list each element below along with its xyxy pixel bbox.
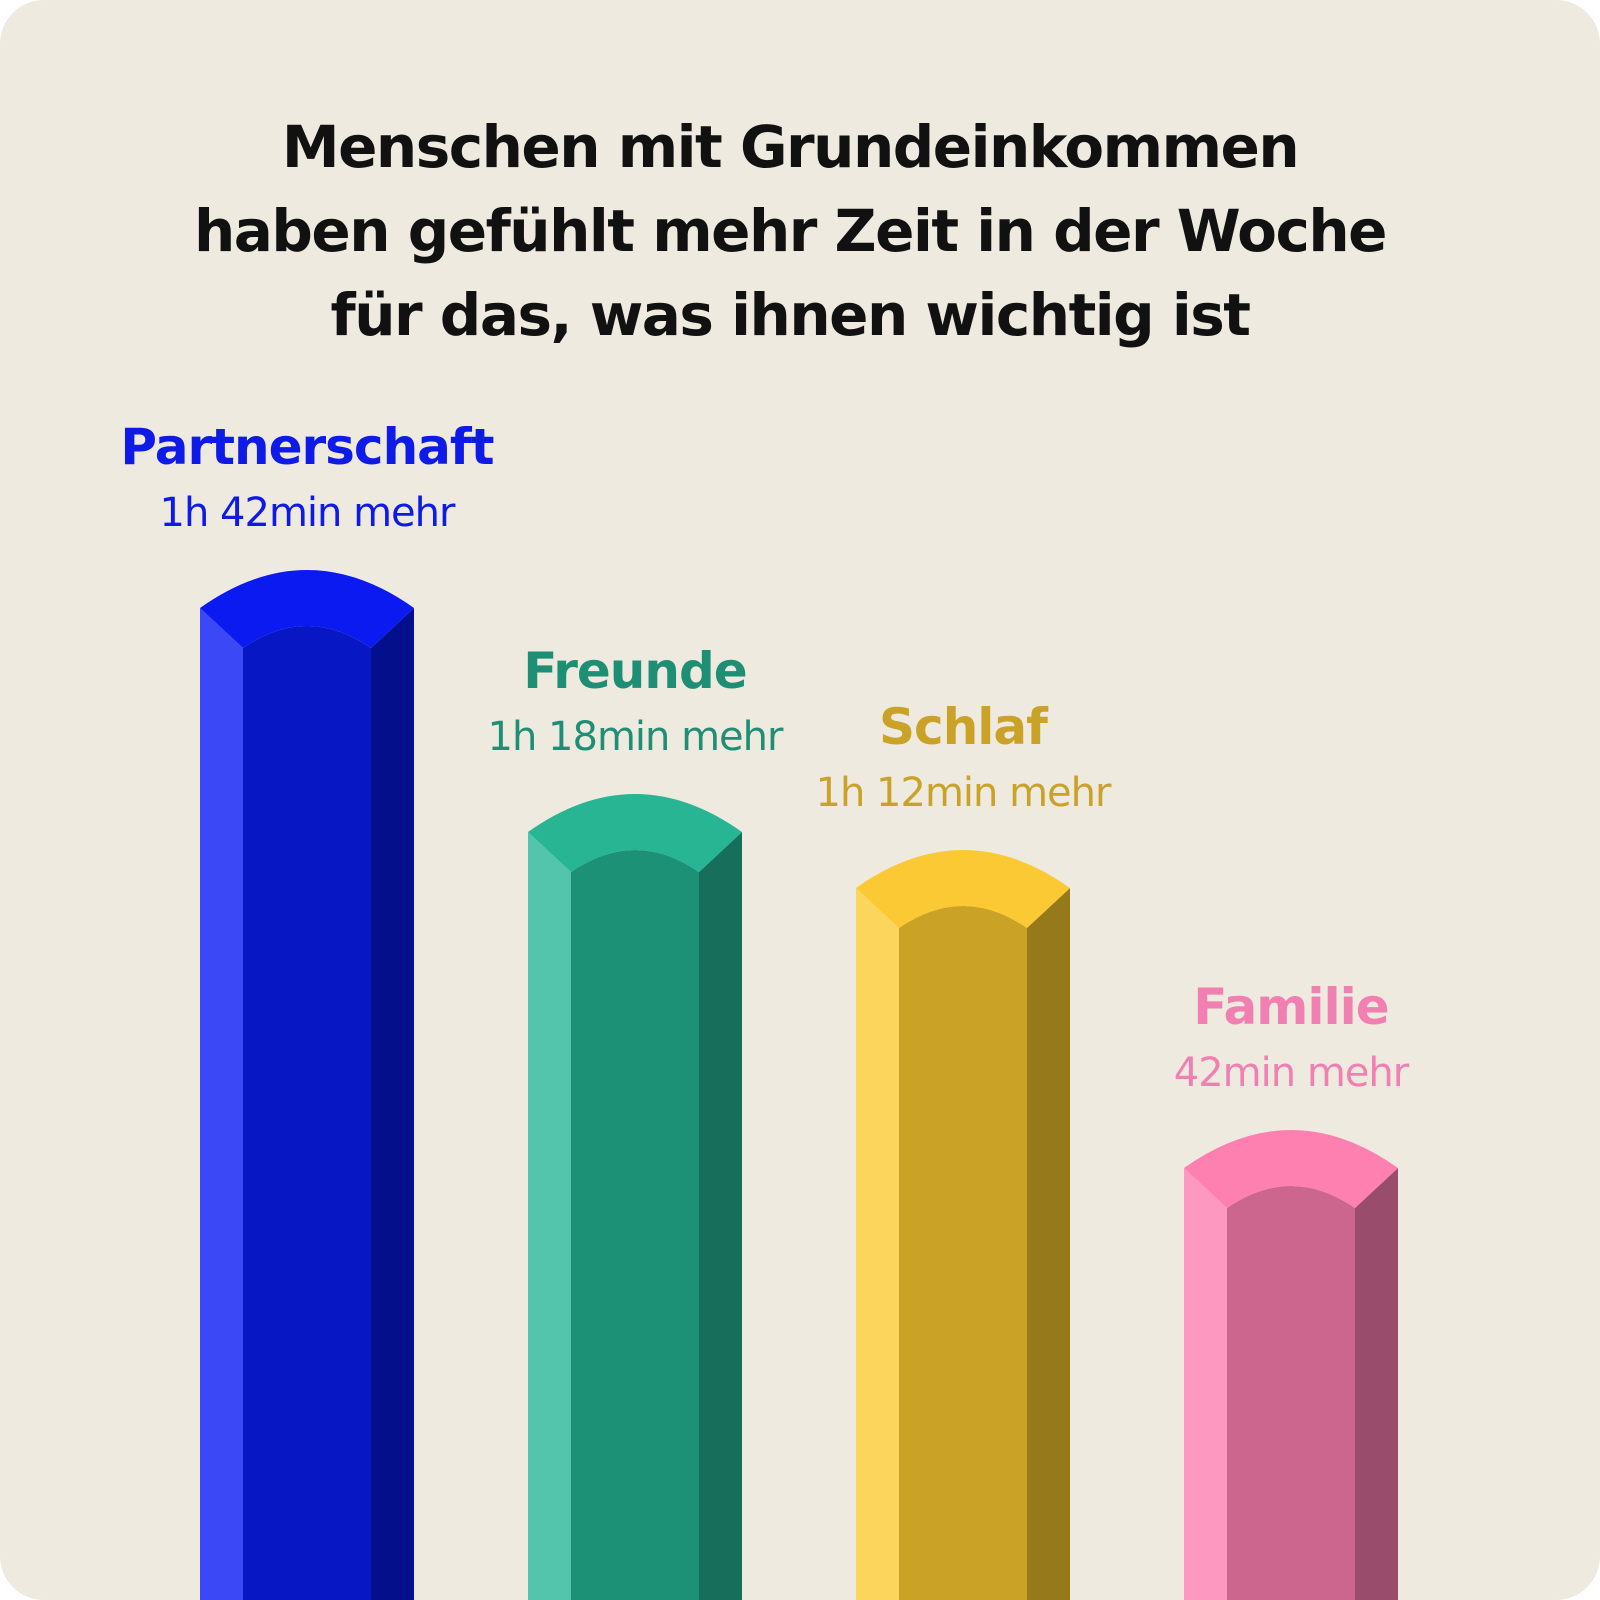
bar-partnerschaft <box>243 626 371 1600</box>
chart-title: Menschen mit Grundeinkommen haben gefühl… <box>100 105 1480 357</box>
bar-freunde-left-face <box>528 832 571 1600</box>
bar-partnerschaft-left-face <box>200 608 243 1600</box>
bar-schlaf-right-face <box>1027 888 1070 1600</box>
bar-freunde-right-face <box>699 832 742 1600</box>
bar-label-freunde: Freunde <box>523 642 746 700</box>
bar-partnerschaft-right-face <box>371 608 414 1600</box>
bar-freunde-cap <box>528 794 742 872</box>
bar-value-familie: 42min mehr <box>1174 1050 1410 1096</box>
bar-value-freunde: 1h 18min mehr <box>488 714 784 760</box>
bar-label-partnerschaft: Partnerschaft <box>120 418 493 476</box>
bar-familie-right-face <box>1355 1168 1398 1600</box>
bar-familie-cap <box>1184 1130 1398 1208</box>
bar-freunde <box>571 850 699 1600</box>
bar-label-familie: Familie <box>1193 978 1388 1036</box>
bar-schlaf-left-face <box>856 888 899 1600</box>
bar-label-schlaf: Schlaf <box>879 698 1049 756</box>
bar-schlaf <box>899 906 1027 1600</box>
bar-value-schlaf: 1h 12min mehr <box>816 770 1112 816</box>
bar-partnerschaft-cap <box>200 570 414 648</box>
title-line-2: haben gefühlt mehr Zeit in der Woche <box>193 197 1388 265</box>
title-line-1: Menschen mit Grundeinkommen <box>281 113 1300 181</box>
bar-familie <box>1227 1186 1355 1600</box>
bar-schlaf-cap <box>856 850 1070 928</box>
title-line-3: für das, was ihnen wichtig ist <box>330 281 1251 349</box>
bar-familie-left-face <box>1184 1168 1227 1600</box>
bar-value-partnerschaft: 1h 42min mehr <box>160 490 456 536</box>
